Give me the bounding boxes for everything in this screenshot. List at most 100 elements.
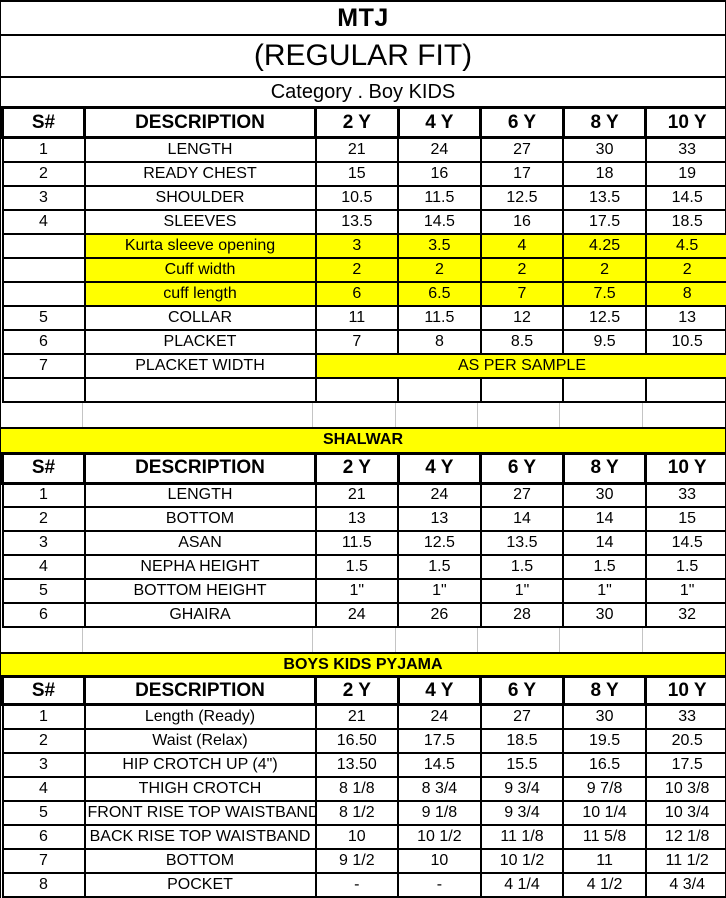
value-cell: 12 <box>481 306 564 330</box>
column-header-8-y: 8 Y <box>563 108 646 138</box>
spacer-cell <box>478 403 560 427</box>
description-cell: Cuff width <box>85 258 316 282</box>
value-cell: 1.5 <box>646 555 726 579</box>
description-cell: BOTTOM <box>85 507 316 531</box>
fit-subtitle: (REGULAR FIT) <box>1 36 725 78</box>
serial-number-cell: 4 <box>3 210 85 234</box>
value-cell: 2 <box>398 258 481 282</box>
description-cell: LENGTH <box>85 483 316 507</box>
value-cell: 13 <box>646 306 726 330</box>
value-cell: 21 <box>316 138 399 162</box>
serial-number-cell: 6 <box>3 825 85 849</box>
value-cell: 3 <box>316 234 399 258</box>
value-cell: 13 <box>398 507 481 531</box>
spacer-row <box>1 628 725 652</box>
value-cell: 2 <box>481 258 564 282</box>
column-header-10-y: 10 Y <box>646 108 726 138</box>
column-header-8-y: 8 Y <box>563 677 646 705</box>
value-cell: 1.5 <box>563 555 646 579</box>
value-cell: 16 <box>398 162 481 186</box>
value-cell: 11 <box>316 306 399 330</box>
value-cell: 26 <box>398 603 481 627</box>
column-header-s-: S# <box>3 453 85 483</box>
column-header-6-y: 6 Y <box>481 677 564 705</box>
value-cell: 1.5 <box>398 555 481 579</box>
value-cell: 4 1/4 <box>481 873 564 897</box>
value-cell: - <box>398 873 481 897</box>
description-cell: Length (Ready) <box>85 705 316 729</box>
serial-number-cell: 5 <box>3 306 85 330</box>
serial-number-cell: 1 <box>3 705 85 729</box>
empty-row <box>3 378 726 402</box>
empty-cell <box>646 378 726 402</box>
empty-cell <box>481 378 564 402</box>
empty-cell <box>3 378 85 402</box>
value-cell: 8 1/2 <box>316 801 399 825</box>
value-cell: 30 <box>563 138 646 162</box>
value-cell: 1" <box>563 579 646 603</box>
empty-cell <box>563 378 646 402</box>
spacer-cell <box>560 628 642 652</box>
value-cell: 10 3/8 <box>646 777 726 801</box>
value-cell: 30 <box>563 483 646 507</box>
value-cell: 10.5 <box>646 330 726 354</box>
description-cell: Waist (Relax) <box>85 729 316 753</box>
value-cell: 24 <box>398 138 481 162</box>
column-header-6-y: 6 Y <box>481 108 564 138</box>
value-cell: 24 <box>316 603 399 627</box>
column-header-4-y: 4 Y <box>398 677 481 705</box>
value-cell: 8 <box>646 282 726 306</box>
serial-number-cell: 7 <box>3 849 85 873</box>
column-header-8-y: 8 Y <box>563 453 646 483</box>
column-header-10-y: 10 Y <box>646 677 726 705</box>
value-cell: 10 <box>398 849 481 873</box>
column-header-description: DESCRIPTION <box>85 108 316 138</box>
value-cell: 9 3/4 <box>481 777 564 801</box>
value-cell: 4.25 <box>563 234 646 258</box>
value-cell: 13.5 <box>563 186 646 210</box>
value-cell: 16 <box>481 210 564 234</box>
value-cell: 11 <box>563 849 646 873</box>
serial-number-cell: 3 <box>3 186 85 210</box>
value-cell: 15 <box>646 507 726 531</box>
spacer-cell <box>83 628 313 652</box>
value-cell: 8.5 <box>481 330 564 354</box>
value-cell: 18.5 <box>481 729 564 753</box>
sheet-title: MTJ <box>1 2 725 36</box>
serial-number-cell <box>3 282 85 306</box>
column-header-6-y: 6 Y <box>481 453 564 483</box>
spacer-cell <box>396 628 478 652</box>
value-cell: 6.5 <box>398 282 481 306</box>
value-cell: 11 1/2 <box>646 849 726 873</box>
empty-cell <box>85 378 316 402</box>
description-cell: SLEEVES <box>85 210 316 234</box>
value-cell: 7 <box>481 282 564 306</box>
value-cell: 3.5 <box>398 234 481 258</box>
description-cell: BOTTOM HEIGHT <box>85 579 316 603</box>
value-cell: 30 <box>563 705 646 729</box>
value-cell: 1" <box>398 579 481 603</box>
value-cell: 2 <box>316 258 399 282</box>
value-cell: 1.5 <box>481 555 564 579</box>
value-cell: 9 1/2 <box>316 849 399 873</box>
column-header-4-y: 4 Y <box>398 453 481 483</box>
serial-number-cell: 3 <box>3 531 85 555</box>
description-cell: cuff length <box>85 282 316 306</box>
value-cell: 17.5 <box>563 210 646 234</box>
value-cell: 14 <box>563 507 646 531</box>
value-cell: 13.50 <box>316 753 399 777</box>
value-cell: 1" <box>481 579 564 603</box>
value-cell: 32 <box>646 603 726 627</box>
description-cell: LENGTH <box>85 138 316 162</box>
column-header-4-y: 4 Y <box>398 108 481 138</box>
value-cell: 11.5 <box>316 531 399 555</box>
value-cell: 33 <box>646 483 726 507</box>
spacer-cell <box>643 628 725 652</box>
value-cell: 9 1/8 <box>398 801 481 825</box>
